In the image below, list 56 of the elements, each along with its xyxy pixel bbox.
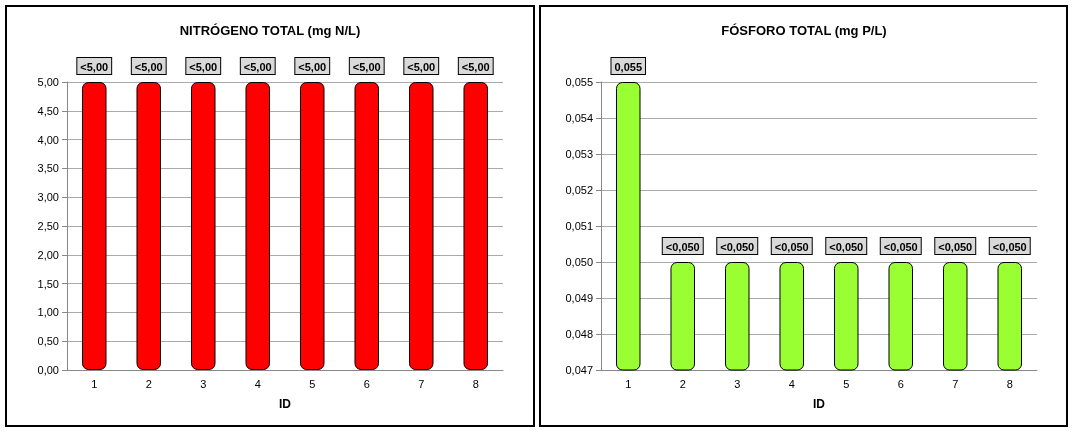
- data-label: <5,00: [407, 60, 436, 73]
- x-axis-title: ID: [812, 397, 825, 411]
- y-tick-label: 4,00: [37, 133, 59, 146]
- data-label: <5,00: [352, 60, 381, 73]
- data-label: <0,050: [883, 240, 918, 253]
- y-tick-label: 1,50: [37, 277, 59, 290]
- y-tick-label: 3,00: [37, 191, 59, 204]
- y-tick-label: 0,049: [564, 292, 593, 304]
- data-label: <5,00: [134, 60, 163, 73]
- y-tick-label: 5,00: [37, 76, 59, 88]
- x-tick-label: 1: [91, 377, 98, 390]
- data-label: <5,00: [298, 60, 327, 73]
- data-label: <0,050: [992, 240, 1027, 253]
- x-tick-label: 6: [897, 377, 904, 390]
- data-label: <0,050: [937, 240, 972, 253]
- x-tick-label: 5: [309, 377, 316, 390]
- y-tick-label: 0,054: [564, 112, 593, 124]
- y-tick-label: 4,50: [37, 104, 59, 117]
- x-tick-label: 8: [1006, 377, 1013, 390]
- y-tick-label: 0,048: [564, 328, 593, 340]
- y-tick-label: 1,00: [37, 306, 59, 319]
- x-tick-label: 4: [254, 377, 261, 390]
- data-label: <0,050: [774, 240, 809, 253]
- y-tick-label: 0,050: [564, 256, 593, 268]
- x-tick-label: 3: [733, 377, 740, 390]
- y-tick-label: 0,50: [37, 335, 59, 348]
- x-tick-label: 8: [472, 377, 479, 390]
- data-label: <0,050: [665, 240, 700, 253]
- chart-title: FÓSFORO TOTAL (mg P/L): [720, 23, 887, 38]
- data-label: <0,050: [828, 240, 863, 253]
- data-label: 0,055: [613, 60, 642, 73]
- data-label: <0,050: [719, 240, 754, 253]
- x-tick-label: 3: [200, 377, 207, 390]
- x-tick-label: 7: [951, 377, 958, 390]
- y-tick-label: 0,051: [564, 220, 593, 232]
- x-tick-label: 2: [145, 377, 152, 390]
- x-tick-label: 4: [788, 377, 795, 390]
- x-tick-label: 6: [363, 377, 370, 390]
- x-tick-label: 2: [679, 377, 686, 390]
- data-label: <5,00: [461, 60, 490, 73]
- chart-title: NITRÓGENO TOTAL (mg N/L): [179, 23, 361, 38]
- y-tick-label: 0,053: [564, 148, 593, 160]
- y-tick-label: 3,50: [37, 162, 59, 175]
- x-tick-label: 1: [624, 377, 631, 390]
- x-tick-label: 5: [842, 377, 849, 390]
- y-tick-label: 0,052: [564, 184, 593, 196]
- x-axis-title: ID: [279, 397, 292, 411]
- data-label: <5,00: [80, 60, 109, 73]
- data-label: <5,00: [189, 60, 218, 73]
- x-tick-label: 7: [418, 377, 425, 390]
- y-tick-label: 0,00: [37, 364, 59, 376]
- y-tick-label: 2,50: [37, 220, 59, 232]
- data-label: <5,00: [243, 60, 272, 73]
- y-tick-label: 2,00: [37, 248, 59, 261]
- y-tick-label: 0,055: [564, 76, 593, 88]
- y-tick-label: 0,047: [564, 364, 593, 376]
